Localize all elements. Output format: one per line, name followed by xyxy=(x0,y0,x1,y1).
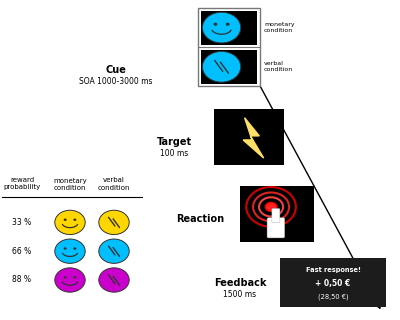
Circle shape xyxy=(266,203,276,211)
Text: Feedback: Feedback xyxy=(214,278,266,288)
Circle shape xyxy=(64,276,67,278)
Circle shape xyxy=(99,268,129,292)
Text: verbal
condition: verbal condition xyxy=(98,178,130,190)
Circle shape xyxy=(73,276,76,278)
Text: (28,50 €): (28,50 €) xyxy=(318,293,348,300)
Text: 66 %: 66 % xyxy=(12,247,32,256)
Text: 1500 ms: 1500 ms xyxy=(224,290,256,299)
Text: reward
probability: reward probability xyxy=(3,178,41,190)
Text: Reaction: Reaction xyxy=(176,214,224,224)
Bar xyxy=(240,186,314,242)
Text: 33 %: 33 % xyxy=(12,218,32,227)
Circle shape xyxy=(202,52,241,82)
Text: SOA 1000-3000 ms: SOA 1000-3000 ms xyxy=(79,77,153,86)
Circle shape xyxy=(73,247,76,250)
Circle shape xyxy=(99,210,129,235)
Circle shape xyxy=(55,210,85,235)
Bar xyxy=(201,50,257,84)
Text: monetary
condition: monetary condition xyxy=(264,22,295,33)
Circle shape xyxy=(64,219,67,221)
Text: + 0,50 €: + 0,50 € xyxy=(315,279,351,288)
Circle shape xyxy=(226,23,230,26)
Text: Fast response!: Fast response! xyxy=(306,267,360,273)
Text: 88 %: 88 % xyxy=(12,276,32,284)
Circle shape xyxy=(73,219,76,221)
Circle shape xyxy=(99,239,129,263)
Bar xyxy=(280,258,386,307)
Text: monetary
condition: monetary condition xyxy=(53,178,87,190)
Text: Cue: Cue xyxy=(106,65,126,76)
Text: verbal
condition: verbal condition xyxy=(264,61,293,72)
Circle shape xyxy=(265,202,278,212)
Bar xyxy=(201,11,257,44)
Bar xyxy=(214,109,284,165)
Bar xyxy=(198,8,260,86)
Text: 100 ms: 100 ms xyxy=(160,149,188,158)
Polygon shape xyxy=(243,118,264,158)
Circle shape xyxy=(64,247,67,250)
FancyBboxPatch shape xyxy=(267,218,285,238)
Circle shape xyxy=(202,12,241,43)
Circle shape xyxy=(214,23,217,26)
Text: Target: Target xyxy=(156,137,192,148)
Circle shape xyxy=(55,268,85,292)
Circle shape xyxy=(55,239,85,263)
FancyBboxPatch shape xyxy=(272,209,280,223)
